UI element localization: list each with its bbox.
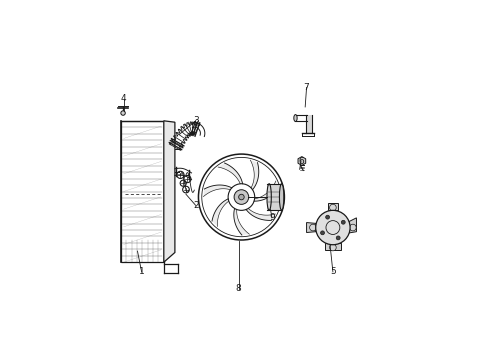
- Polygon shape: [298, 157, 306, 166]
- Polygon shape: [328, 203, 338, 210]
- Circle shape: [349, 224, 356, 231]
- Circle shape: [326, 215, 330, 219]
- Circle shape: [121, 111, 125, 115]
- Ellipse shape: [294, 114, 297, 122]
- Circle shape: [234, 190, 249, 204]
- Polygon shape: [218, 163, 243, 184]
- Text: 9: 9: [269, 213, 275, 222]
- Polygon shape: [307, 222, 316, 233]
- Circle shape: [316, 210, 350, 245]
- Text: 4: 4: [121, 94, 126, 103]
- Polygon shape: [267, 184, 282, 210]
- Polygon shape: [246, 208, 275, 220]
- Text: 3: 3: [193, 116, 198, 125]
- Ellipse shape: [267, 184, 271, 210]
- Text: 8: 8: [236, 284, 242, 293]
- Text: 2: 2: [193, 201, 198, 210]
- Polygon shape: [203, 185, 232, 197]
- Circle shape: [330, 204, 336, 211]
- Circle shape: [342, 220, 345, 224]
- Circle shape: [310, 224, 316, 231]
- Polygon shape: [250, 160, 259, 190]
- Text: 5: 5: [330, 267, 336, 276]
- Polygon shape: [324, 243, 341, 250]
- Text: 6: 6: [298, 157, 304, 166]
- Text: 1: 1: [139, 267, 145, 276]
- Circle shape: [330, 244, 336, 251]
- Ellipse shape: [279, 184, 284, 210]
- Circle shape: [239, 194, 244, 200]
- Text: 7: 7: [304, 83, 310, 92]
- Circle shape: [336, 236, 340, 240]
- Polygon shape: [212, 199, 229, 226]
- Polygon shape: [164, 121, 175, 262]
- Polygon shape: [295, 115, 312, 133]
- Polygon shape: [348, 218, 356, 233]
- Circle shape: [320, 231, 324, 235]
- Polygon shape: [234, 208, 249, 235]
- Polygon shape: [254, 181, 278, 201]
